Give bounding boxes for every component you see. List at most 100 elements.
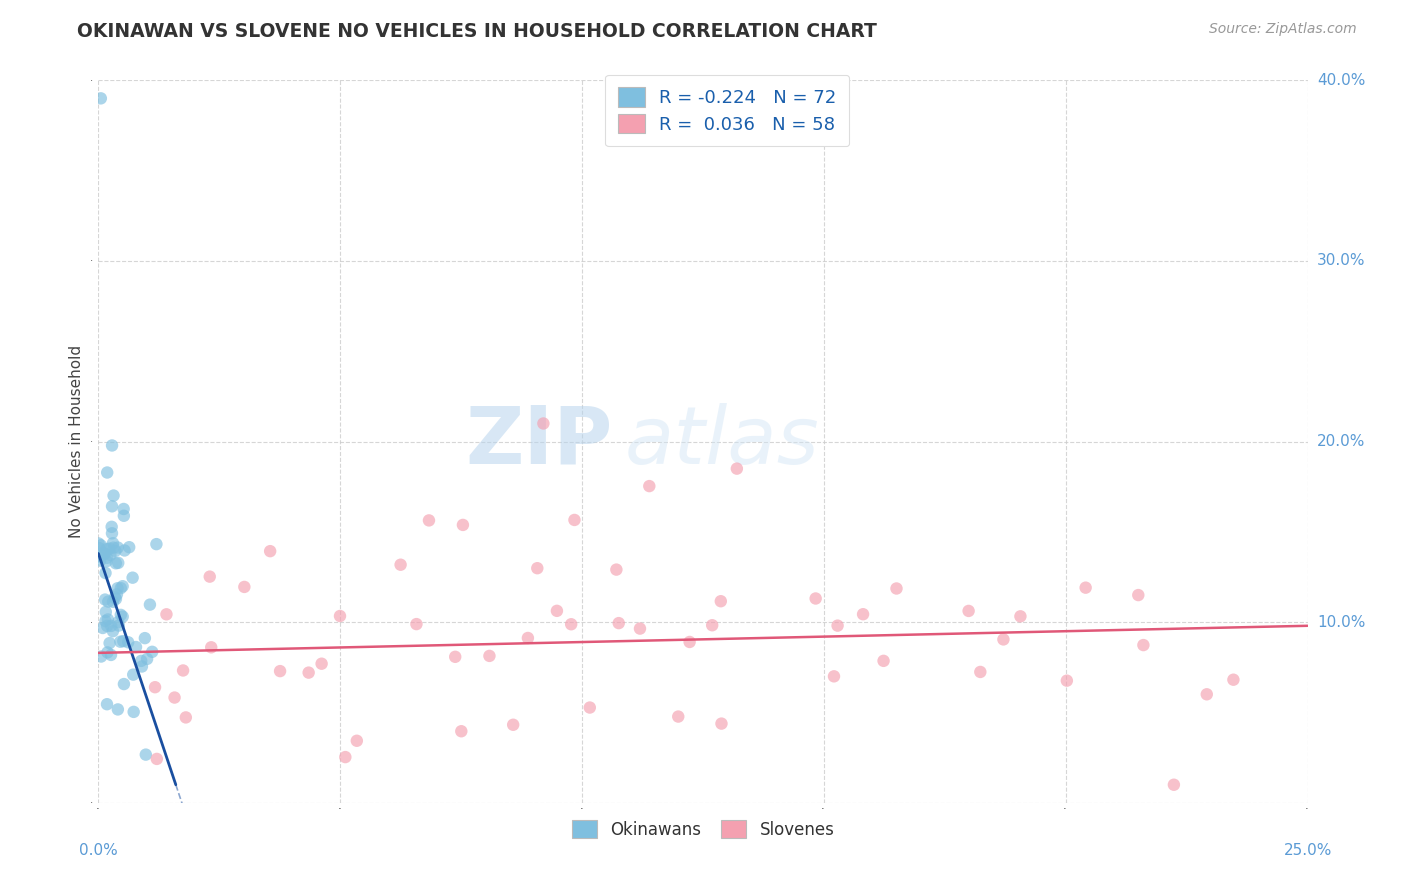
Point — [135, 747, 157, 762]
Text: 40.0%: 40.0% — [1317, 73, 1365, 87]
Point — [329, 609, 352, 624]
Point — [98, 636, 121, 650]
Text: atlas: atlas — [624, 402, 820, 481]
Point — [335, 750, 357, 764]
Legend: Okinawans, Slovenes: Okinawans, Slovenes — [562, 810, 844, 848]
Point — [852, 607, 875, 622]
Point — [200, 640, 222, 655]
Point — [1128, 588, 1150, 602]
Point — [112, 634, 135, 648]
Point — [628, 622, 651, 636]
Point — [110, 607, 132, 622]
Point — [872, 654, 894, 668]
Point — [145, 537, 167, 551]
Point — [804, 591, 827, 606]
Point — [96, 542, 118, 557]
Point — [346, 733, 368, 747]
Point — [969, 665, 991, 679]
Point — [101, 526, 124, 541]
Point — [118, 540, 141, 554]
Point — [98, 548, 121, 562]
Point — [90, 538, 112, 552]
Point — [96, 550, 118, 565]
Point — [104, 591, 127, 606]
Point — [607, 616, 630, 631]
Point — [125, 640, 148, 654]
Point — [269, 664, 291, 678]
Point — [174, 710, 197, 724]
Point — [96, 645, 118, 659]
Point — [111, 579, 134, 593]
Point — [90, 91, 112, 105]
Point — [94, 605, 117, 619]
Point — [131, 659, 153, 673]
Point — [886, 582, 908, 596]
Point — [405, 617, 427, 632]
Text: 30.0%: 30.0% — [1317, 253, 1365, 268]
Point — [117, 635, 139, 649]
Point — [101, 500, 124, 514]
Point — [107, 541, 129, 555]
Point — [163, 690, 186, 705]
Point — [1056, 673, 1078, 688]
Text: Source: ZipAtlas.com: Source: ZipAtlas.com — [1209, 22, 1357, 37]
Point — [97, 594, 120, 608]
Point — [110, 581, 132, 595]
Point — [146, 752, 169, 766]
Point — [1132, 638, 1154, 652]
Point — [101, 536, 124, 550]
Point — [94, 592, 117, 607]
Point — [110, 634, 132, 648]
Point — [134, 631, 156, 645]
Point — [531, 417, 554, 431]
Point — [87, 536, 110, 550]
Point — [389, 558, 412, 572]
Text: ZIP: ZIP — [465, 402, 613, 481]
Point — [101, 595, 124, 609]
Point — [100, 619, 122, 633]
Point — [1074, 581, 1097, 595]
Point — [502, 718, 524, 732]
Point — [89, 541, 111, 555]
Point — [122, 705, 145, 719]
Point — [136, 652, 159, 666]
Point — [107, 618, 129, 632]
Point — [112, 502, 135, 516]
Point — [526, 561, 548, 575]
Point — [103, 541, 125, 555]
Point — [112, 677, 135, 691]
Point — [450, 724, 472, 739]
Point — [444, 649, 467, 664]
Text: 20.0%: 20.0% — [1317, 434, 1365, 449]
Point — [94, 566, 117, 580]
Point — [107, 702, 129, 716]
Point — [516, 631, 538, 645]
Point — [1163, 778, 1185, 792]
Point — [94, 547, 117, 561]
Point — [418, 513, 440, 527]
Point — [121, 571, 143, 585]
Point — [1195, 687, 1218, 701]
Point — [827, 618, 849, 632]
Point — [94, 614, 117, 628]
Text: 25.0%: 25.0% — [1284, 843, 1331, 857]
Point — [90, 649, 112, 664]
Point — [233, 580, 256, 594]
Point — [104, 556, 127, 570]
Point — [298, 665, 321, 680]
Text: 10.0%: 10.0% — [1317, 615, 1365, 630]
Point — [172, 664, 194, 678]
Point — [546, 604, 568, 618]
Point — [104, 544, 127, 558]
Text: OKINAWAN VS SLOVENE NO VEHICLES IN HOUSEHOLD CORRELATION CHART: OKINAWAN VS SLOVENE NO VEHICLES IN HOUSE… — [77, 22, 877, 41]
Text: No Vehicles in Household: No Vehicles in Household — [69, 345, 84, 538]
Point — [97, 612, 120, 626]
Point — [103, 489, 125, 503]
Point — [107, 556, 129, 570]
Point — [1222, 673, 1244, 687]
Point — [678, 635, 700, 649]
Point — [122, 667, 145, 681]
Point — [96, 554, 118, 568]
Point — [107, 615, 129, 629]
Point — [91, 621, 114, 635]
